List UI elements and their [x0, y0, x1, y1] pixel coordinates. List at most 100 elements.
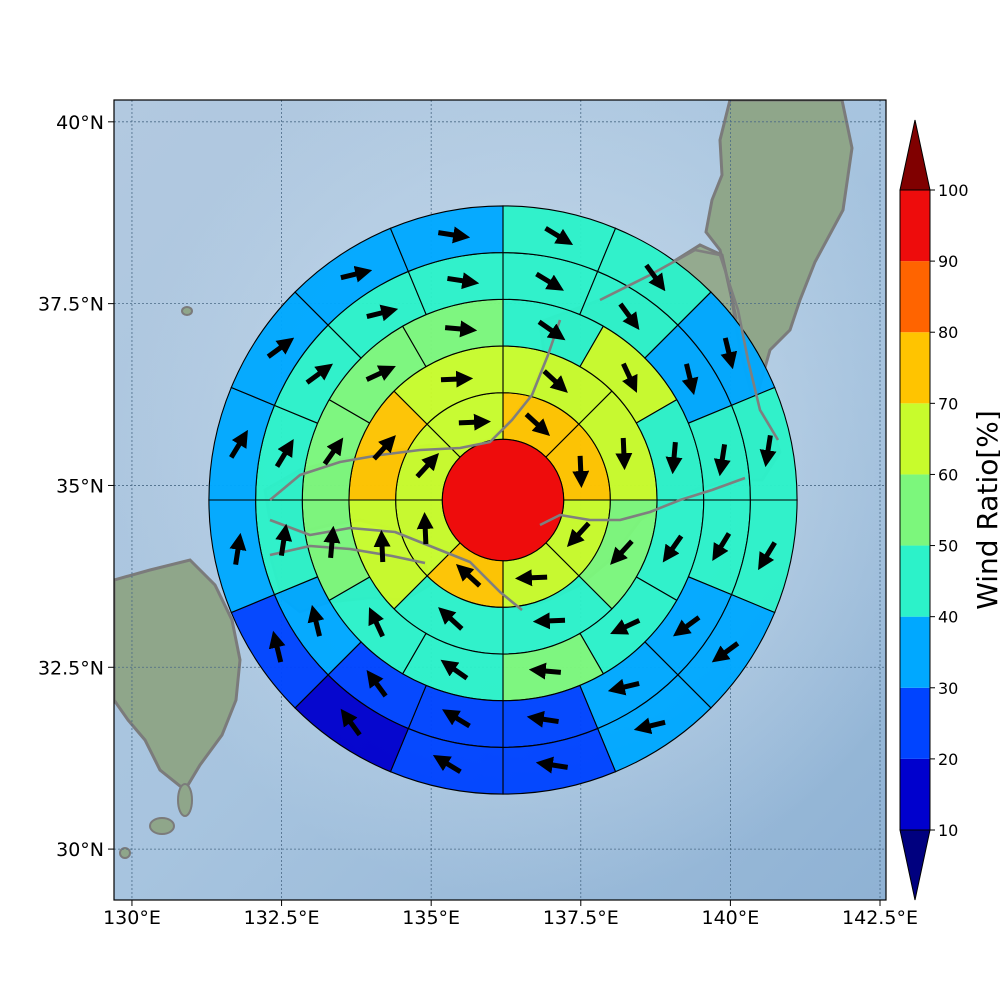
wind-arrow — [528, 662, 562, 680]
wind-arrow — [621, 362, 638, 393]
wind-arrow — [607, 678, 640, 696]
colorbar-segment — [900, 616, 930, 688]
wind-arrow — [644, 263, 666, 292]
center-disc — [441, 438, 565, 562]
wind-arrow — [618, 302, 640, 331]
wind-arrow — [416, 511, 434, 545]
wind-arrow — [322, 437, 344, 466]
wind-arrow — [440, 370, 474, 388]
wind-arrow — [229, 532, 247, 566]
wind-arrow — [566, 521, 591, 548]
colorbar-tick-label: 70 — [938, 394, 958, 413]
wind-arrow — [274, 439, 294, 468]
wind-arrow — [458, 413, 492, 431]
wind-arrow — [372, 435, 396, 461]
colorbar-tick-label: 40 — [938, 608, 958, 627]
x-axis-ticks: 130°E 132.5°E 135°E 137.5°E 140°E 142.5°E — [103, 900, 918, 929]
colorbar-tick-label: 10 — [938, 821, 958, 840]
colorbar-segment — [900, 190, 930, 262]
colorbar-tick-label: 30 — [938, 679, 958, 698]
colorbar-tick-label: 100 — [938, 181, 969, 200]
wind-arrow — [437, 226, 471, 244]
colorbar-over-triangle — [899, 119, 931, 191]
wind-arrow — [711, 641, 740, 663]
wind-arrow — [323, 525, 341, 559]
wind-arrow — [535, 271, 564, 291]
wind-arrow — [366, 304, 399, 322]
x-tick-label: 140°E — [702, 907, 760, 929]
wind-arrow — [535, 756, 569, 774]
wind-arrow — [633, 717, 666, 735]
colorbar-segment — [900, 403, 930, 475]
x-tick-label: 130°E — [103, 907, 161, 929]
wind-arrow — [514, 569, 548, 587]
coastline — [269, 518, 523, 612]
coastline — [599, 248, 780, 441]
wind-arrow — [340, 708, 362, 737]
wind-sector — [389, 205, 504, 273]
colorbar-tick-label: 60 — [938, 465, 958, 484]
wind-arrow — [275, 523, 293, 556]
wind-arrow — [432, 755, 462, 774]
wind-arrow — [365, 365, 396, 382]
colorbar-segment — [900, 758, 930, 830]
colorbar: 10 20 30 40 50 60 70 80 90 100 — [899, 119, 969, 901]
y-tick-label: 40°N — [56, 112, 104, 134]
wind-arrow — [615, 437, 633, 471]
island-4 — [180, 306, 194, 316]
wind-arrow — [720, 337, 738, 370]
island-3 — [118, 847, 132, 859]
wind-arrow — [758, 541, 777, 571]
wind-direction-arrows — [229, 226, 777, 774]
wind-arrow — [665, 441, 683, 475]
island-1 — [148, 817, 176, 835]
wind-arrow — [532, 612, 566, 630]
coastline — [539, 476, 746, 527]
colorbar-segment — [900, 474, 930, 546]
wind-arrow — [415, 452, 440, 479]
colorbar-segment — [900, 687, 930, 759]
colorbar-segment — [900, 332, 930, 404]
y-tick-label: 37.5°N — [38, 294, 104, 316]
island-2 — [176, 783, 194, 817]
wind-arrow — [672, 615, 701, 637]
wind-arrow — [438, 607, 464, 631]
land-kyushu — [114, 558, 242, 793]
wind-arrow — [366, 669, 388, 698]
colorbar-segment — [900, 545, 930, 617]
wind-arrow — [268, 630, 286, 663]
wind-arrow — [340, 265, 373, 283]
wind-arrow — [368, 607, 385, 638]
wind-arrow — [610, 539, 634, 565]
wind-arrow — [712, 532, 732, 561]
wind-ratio-sectors — [208, 205, 798, 795]
wind-arrow — [524, 412, 551, 437]
colorbar-segment — [900, 261, 930, 333]
wind-arrow — [266, 337, 295, 359]
wind-arrow — [713, 444, 731, 477]
wind-arrow — [305, 363, 333, 385]
x-tick-label: 132.5°E — [244, 907, 320, 929]
y-tick-label: 30°N — [56, 839, 104, 861]
colorbar-under-triangle — [899, 829, 931, 901]
wind-arrow — [444, 320, 478, 338]
wind-arrow — [662, 534, 684, 563]
wind-arrow — [229, 429, 248, 459]
wind-arrow — [455, 563, 482, 588]
wind-arrow — [537, 319, 566, 341]
y-axis-ticks: 40°N 37.5°N 35°N 32.5°N 30°N — [38, 112, 114, 861]
wind-arrow — [440, 659, 469, 681]
wind-arrow — [759, 434, 777, 468]
wind-arrow — [307, 604, 325, 637]
x-tick-label: 142.5°E — [842, 907, 918, 929]
x-tick-label: 137.5°E — [543, 907, 619, 929]
wind-arrow — [544, 226, 574, 245]
wind-arrow — [373, 529, 391, 563]
coastline — [269, 544, 426, 565]
coastline — [269, 319, 562, 501]
coastline-overlay — [269, 248, 780, 612]
map-frame — [113, 99, 887, 901]
wind-arrow — [572, 455, 590, 489]
x-tick-label: 135°E — [402, 907, 460, 929]
